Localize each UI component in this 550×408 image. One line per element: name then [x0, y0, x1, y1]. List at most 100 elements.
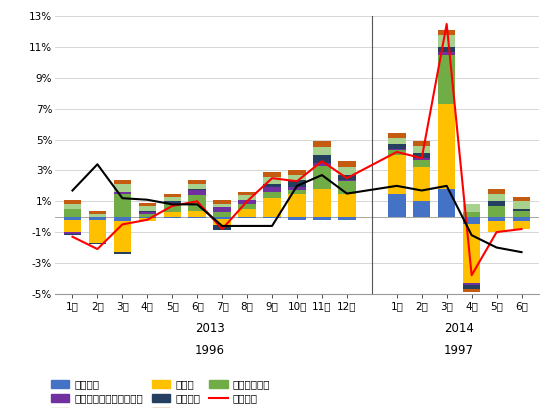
- Bar: [189, 195, 206, 211]
- Bar: [238, 204, 256, 209]
- Bar: [388, 144, 405, 149]
- Bar: [488, 206, 505, 217]
- Bar: [313, 141, 331, 147]
- Bar: [388, 133, 405, 138]
- Bar: [114, 252, 131, 254]
- Bar: [413, 153, 431, 158]
- Bar: [313, 147, 331, 155]
- Bar: [263, 217, 281, 218]
- Legend: 各種商品, 織物・衣服・身の回り品, 飲食料品, 自動車, 機械器具, 燃料, 医薬品化粧品, 小売業計, 97年時点: 各種商品, 織物・衣服・身の回り品, 飲食料品, 自動車, 機械器具, 燃料, …: [51, 379, 270, 408]
- Bar: [413, 158, 431, 160]
- Bar: [114, 193, 131, 217]
- Bar: [189, 217, 206, 218]
- Bar: [288, 217, 306, 220]
- Bar: [513, 217, 530, 221]
- Bar: [189, 211, 206, 217]
- Bar: [139, 217, 156, 218]
- Bar: [64, 217, 81, 220]
- Bar: [263, 184, 281, 187]
- Bar: [238, 195, 256, 200]
- Bar: [163, 212, 181, 217]
- Bar: [213, 219, 231, 225]
- Bar: [163, 201, 181, 203]
- Text: 1997: 1997: [444, 344, 474, 357]
- Bar: [463, 217, 480, 224]
- Bar: [89, 217, 106, 220]
- Bar: [313, 189, 331, 217]
- Bar: [313, 155, 331, 163]
- Bar: [288, 191, 306, 193]
- Bar: [338, 217, 356, 220]
- Bar: [463, 224, 480, 283]
- Bar: [513, 209, 530, 211]
- Bar: [513, 221, 530, 229]
- Text: 2014: 2014: [444, 322, 474, 335]
- Bar: [263, 177, 281, 184]
- Bar: [163, 204, 181, 212]
- Bar: [438, 104, 455, 189]
- Bar: [213, 212, 231, 217]
- Bar: [163, 193, 181, 197]
- Bar: [338, 193, 356, 217]
- Bar: [513, 211, 530, 217]
- Bar: [64, 204, 81, 209]
- Bar: [238, 192, 256, 195]
- Bar: [388, 193, 405, 217]
- Bar: [438, 55, 455, 104]
- Bar: [114, 221, 131, 252]
- Bar: [163, 217, 181, 218]
- Bar: [463, 212, 480, 217]
- Bar: [413, 167, 431, 201]
- Bar: [438, 35, 455, 47]
- Bar: [189, 189, 206, 191]
- Bar: [114, 217, 131, 221]
- Bar: [263, 192, 281, 198]
- Bar: [64, 232, 81, 234]
- Bar: [413, 160, 431, 167]
- Bar: [139, 212, 156, 214]
- Bar: [238, 209, 256, 217]
- Bar: [163, 197, 181, 201]
- Bar: [388, 149, 405, 151]
- Bar: [139, 218, 156, 221]
- Bar: [139, 211, 156, 212]
- Bar: [388, 151, 405, 155]
- Bar: [338, 167, 356, 175]
- Bar: [189, 191, 206, 195]
- Bar: [213, 207, 231, 212]
- Text: 1996: 1996: [195, 344, 225, 357]
- Bar: [89, 243, 106, 244]
- Bar: [338, 175, 356, 180]
- Bar: [513, 201, 530, 209]
- Bar: [288, 187, 306, 191]
- Bar: [463, 289, 480, 292]
- Bar: [413, 201, 431, 217]
- Bar: [139, 203, 156, 206]
- Bar: [463, 283, 480, 284]
- Bar: [189, 180, 206, 184]
- Bar: [213, 225, 231, 230]
- Bar: [463, 204, 480, 212]
- Bar: [189, 184, 206, 189]
- Bar: [338, 180, 356, 181]
- Bar: [313, 217, 331, 220]
- Bar: [114, 192, 131, 193]
- Bar: [163, 203, 181, 204]
- Bar: [388, 155, 405, 193]
- Bar: [213, 200, 231, 204]
- Bar: [488, 221, 505, 232]
- Bar: [338, 181, 356, 193]
- Bar: [313, 163, 331, 166]
- Bar: [213, 204, 231, 207]
- Bar: [438, 52, 455, 55]
- Bar: [338, 161, 356, 167]
- Bar: [213, 217, 231, 219]
- Bar: [413, 141, 431, 146]
- Bar: [114, 184, 131, 192]
- Bar: [89, 214, 106, 217]
- Bar: [488, 201, 505, 206]
- Bar: [89, 220, 106, 243]
- Bar: [238, 217, 256, 218]
- Bar: [488, 193, 505, 201]
- Bar: [513, 197, 530, 201]
